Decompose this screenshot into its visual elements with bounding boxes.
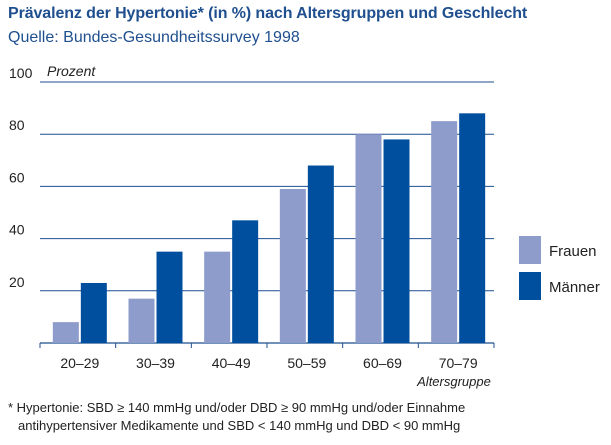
x-tick-label-2: 30–39 <box>136 355 175 371</box>
chart-subtitle: Quelle: Bundes-Gesundheitssurvey 1998 <box>8 29 300 46</box>
bar-frauen-1 <box>52 322 79 343</box>
bar-chart: 20 40 60 80 100 Prozent 20–29 30–39 40–49 50–59 60… <box>9 63 600 389</box>
legend-label-frauen: Frauen <box>549 243 597 260</box>
bar-männer-1 <box>80 282 107 343</box>
bar-männer-4 <box>307 165 334 343</box>
x-tick-label-6: 70–79 <box>439 355 478 371</box>
bar-frauen-3 <box>204 251 231 343</box>
x-tick-label-1: 20–29 <box>60 355 99 371</box>
y-tick-label-40: 40 <box>9 222 25 238</box>
chart-title: Prävalenz der Hypertonie* (in %) nach Al… <box>8 5 528 22</box>
x-tick-label-4: 50–59 <box>287 355 326 371</box>
legend-swatch-männer <box>519 272 541 300</box>
legend-label-männer: Männer <box>549 279 600 296</box>
y-tick-label-60: 60 <box>9 169 25 185</box>
bar-männer-3 <box>232 220 259 343</box>
y-tick-label-80: 80 <box>9 117 25 133</box>
x-tick-label-5: 60–69 <box>363 355 402 371</box>
footnote-line-1: * Hypertonie: SBD ≥ 140 mmHg und/oder DB… <box>8 400 466 415</box>
bar-männer-5 <box>383 139 410 343</box>
bar-frauen-4 <box>279 189 306 343</box>
x-axis-label: Altersgruppe <box>416 374 491 389</box>
y-tick-label-100: 100 <box>9 65 33 81</box>
bar-frauen-2 <box>128 298 155 343</box>
x-tick-label-3: 40–49 <box>212 355 251 371</box>
bar-männer-6 <box>459 113 486 343</box>
y-tick-label-20: 20 <box>9 274 25 290</box>
footnote: * Hypertonie: SBD ≥ 140 mmHg und/oder DB… <box>8 399 608 435</box>
legend-swatch-frauen <box>519 236 541 264</box>
footnote-line-2: antihypertensiver Medikamente und SBD < … <box>18 418 461 433</box>
y-axis-label: Prozent <box>47 63 96 79</box>
bar-frauen-6 <box>431 121 458 344</box>
bar-männer-2 <box>156 251 183 343</box>
bar-frauen-5 <box>355 134 382 343</box>
